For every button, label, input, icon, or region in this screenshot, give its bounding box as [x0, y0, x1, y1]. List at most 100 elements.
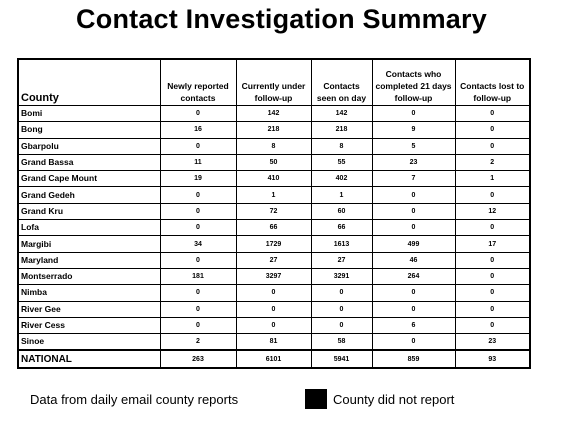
table-cell: 0 [235, 316, 312, 335]
table-cell: 0 [159, 316, 237, 335]
table-cell: 5 [371, 137, 456, 155]
table-cell: 142 [235, 104, 312, 123]
table-cell: 9 [371, 121, 456, 139]
legend-swatch [305, 389, 327, 409]
column-header: Contacts seen on day [310, 58, 373, 106]
column-header: Contacts lost to follow-up [454, 58, 531, 106]
table-cell: 142 [310, 104, 373, 123]
table-row: River Gee 0 0 0 0 0 [17, 300, 531, 318]
table-cell: 0 [371, 284, 456, 302]
column-header: Contacts who completed 21 days follow-up [371, 58, 456, 106]
county-name-cell: Sinoe [17, 333, 161, 351]
national-total-row: NATIONAL 263 6101 5941 859 93 [17, 349, 531, 369]
table-cell: 0 [454, 104, 531, 123]
table-cell: 23 [371, 153, 456, 172]
table-cell: 23 [454, 333, 531, 351]
table-cell: 0 [454, 251, 531, 269]
county-name-cell: Maryland [17, 251, 161, 269]
table-cell: 0 [454, 121, 531, 139]
table-cell: 218 [235, 121, 312, 139]
table-cell: 1729 [235, 235, 312, 253]
table-cell: 0 [310, 284, 373, 302]
table-cell: 0 [159, 202, 237, 221]
table-cell: 0 [159, 186, 237, 204]
table-cell: 93 [454, 349, 531, 369]
table-row: Grand Kru 0 72 60 0 12 [17, 202, 531, 221]
table-cell: 0 [371, 104, 456, 123]
table-cell: 0 [371, 300, 456, 318]
table-cell: 0 [454, 284, 531, 302]
table-cell: 0 [310, 316, 373, 335]
table-cell: 0 [454, 219, 531, 237]
table-row: Maryland 0 27 27 46 0 [17, 251, 531, 269]
table-row: Montserrado 181 3297 3291 264 0 [17, 267, 531, 286]
county-name-cell: Nimba [17, 284, 161, 302]
table-cell: 264 [371, 267, 456, 286]
table-cell: 27 [310, 251, 373, 269]
table-cell: 0 [310, 300, 373, 318]
table-cell: 263 [159, 349, 237, 369]
table-cell: 12 [454, 202, 531, 221]
county-name-cell: River Gee [17, 300, 161, 318]
county-name-cell: NATIONAL [17, 349, 161, 369]
contact-summary-table: County Newly reported contacts Currently… [17, 58, 531, 369]
table-cell: 2 [454, 153, 531, 172]
table-row: Gbarpolu 0 8 8 5 0 [17, 137, 531, 155]
table-cell: 0 [159, 251, 237, 269]
page-title: Contact Investigation Summary [76, 4, 487, 34]
table-cell: 1 [310, 186, 373, 204]
table-row: Grand Gedeh 0 1 1 0 0 [17, 186, 531, 204]
county-name-cell: Grand Gedeh [17, 186, 161, 204]
table-row: River Cess 0 0 0 6 0 [17, 316, 531, 335]
table-cell: 60 [310, 202, 373, 221]
table-cell: 0 [371, 186, 456, 204]
source-footnote: Data from daily email county reports [30, 392, 239, 407]
table-cell: 81 [235, 333, 312, 351]
table-cell: 0 [159, 104, 237, 123]
table-cell: 2 [159, 333, 237, 351]
county-name-cell: Margibi [17, 235, 161, 253]
table-cell: 499 [371, 235, 456, 253]
table-row: Grand Bassa 11 50 55 23 2 [17, 153, 531, 172]
table-row: Margibi 34 1729 1613 499 17 [17, 235, 531, 253]
table-cell: 8 [310, 137, 373, 155]
table-cell: 66 [235, 219, 312, 237]
table-cell: 0 [454, 316, 531, 335]
table-cell: 6 [371, 316, 456, 335]
table-cell: 218 [310, 121, 373, 139]
county-name-cell: Lofa [17, 219, 161, 237]
table-cell: 0 [159, 137, 237, 155]
table-cell: 410 [235, 170, 312, 188]
table-cell: 55 [310, 153, 373, 172]
county-name-cell: Bomi [17, 104, 161, 123]
table-row: Grand Cape Mount 19 410 402 7 1 [17, 170, 531, 188]
table-cell: 181 [159, 267, 237, 286]
table-cell: 7 [371, 170, 456, 188]
table-cell: 0 [159, 284, 237, 302]
county-name-cell: Grand Kru [17, 202, 161, 221]
table-cell: 1613 [310, 235, 373, 253]
table-cell: 1 [235, 186, 312, 204]
table-cell: 66 [310, 219, 373, 237]
table-cell: 19 [159, 170, 237, 188]
table-cell: 6101 [235, 349, 312, 369]
table-cell: 11 [159, 153, 237, 172]
table-cell: 3291 [310, 267, 373, 286]
table-cell: 0 [371, 333, 456, 351]
table-cell: 0 [159, 219, 237, 237]
county-name-cell: Grand Bassa [17, 153, 161, 172]
table-body: Bomi 0 142 142 0 0 Bong 16 218 218 9 0 Gbarpolu 0 8 8 5 0… [17, 104, 531, 369]
table-cell: 0 [454, 300, 531, 318]
county-name-cell: Montserrado [17, 267, 161, 286]
table-row: Bomi 0 142 142 0 0 [17, 104, 531, 123]
table-cell: 46 [371, 251, 456, 269]
column-header: Currently under follow-up [235, 58, 312, 106]
table-cell: 0 [235, 300, 312, 318]
legend-label: County did not report [333, 392, 455, 407]
column-header: County [17, 58, 161, 106]
table-cell: 34 [159, 235, 237, 253]
county-name-cell: River Cess [17, 316, 161, 335]
table-row: Sinoe 2 81 58 0 23 [17, 333, 531, 351]
table-row: Bong 16 218 218 9 0 [17, 121, 531, 139]
table-cell: 402 [310, 170, 373, 188]
